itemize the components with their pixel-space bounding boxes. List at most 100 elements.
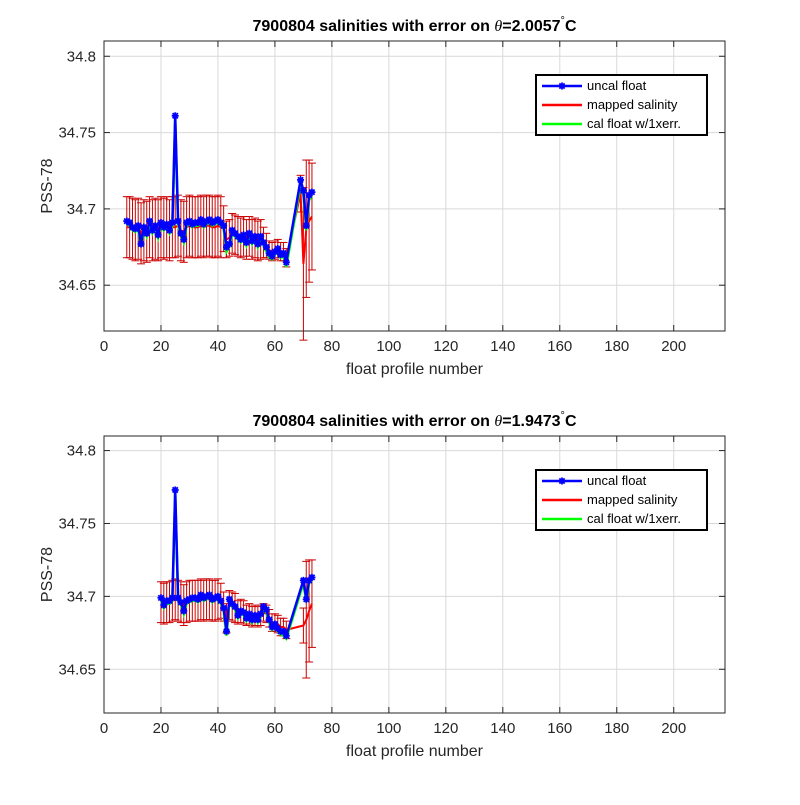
marker-stroke xyxy=(226,240,233,248)
data-point-uncal-float xyxy=(225,240,233,248)
marker-stroke xyxy=(302,222,310,229)
marker-stroke xyxy=(214,216,222,223)
marker-stroke xyxy=(194,596,202,603)
title-value: =1.9473 xyxy=(502,413,560,430)
title-degree: ° xyxy=(561,410,565,422)
data-point-uncal-float xyxy=(240,231,248,239)
marker-stroke xyxy=(206,216,213,223)
legend-label: mapped salinity xyxy=(587,97,678,112)
data-point-uncal-float xyxy=(134,222,142,230)
data-point-uncal-float xyxy=(143,229,151,237)
data-point-uncal-float xyxy=(242,238,250,246)
data-point-uncal-float xyxy=(274,245,282,253)
data-point-uncal-float xyxy=(302,222,310,230)
data-point-uncal-float xyxy=(157,594,165,602)
marker-stroke xyxy=(180,236,188,243)
marker-stroke xyxy=(283,259,290,266)
chart-title: 7900804 salinities with error on θ=1.947… xyxy=(253,410,577,430)
legend-label: mapped salinity xyxy=(587,492,678,507)
legend-marker xyxy=(558,82,566,90)
marker-stroke xyxy=(180,607,188,615)
data-point-uncal-float xyxy=(180,607,188,615)
marker-stroke xyxy=(137,240,145,248)
marker-stroke xyxy=(254,240,262,248)
marker-stroke xyxy=(271,620,279,628)
marker-stroke xyxy=(274,625,282,632)
x-tick-label: 20 xyxy=(153,338,170,355)
legend-marker xyxy=(558,477,566,485)
data-point-uncal-float xyxy=(217,597,225,605)
marker-stroke xyxy=(143,230,150,237)
data-point-uncal-float xyxy=(137,240,145,248)
marker-stroke xyxy=(166,227,173,234)
marker-stroke xyxy=(217,597,225,605)
data-point-uncal-float xyxy=(177,598,185,606)
marker-stroke xyxy=(251,612,259,619)
marker-stroke xyxy=(280,628,287,635)
x-tick-label: 140 xyxy=(490,720,515,737)
data-point-uncal-float xyxy=(220,604,228,612)
marker-stroke xyxy=(134,222,142,229)
y-tick-label: 34.8 xyxy=(67,48,96,65)
marker-stroke xyxy=(302,596,310,603)
marker-stroke xyxy=(228,227,236,234)
x-tick-label: 120 xyxy=(433,720,458,737)
x-tick-label: 160 xyxy=(547,720,572,737)
marker-stroke xyxy=(149,227,156,234)
x-tick-label: 60 xyxy=(267,338,284,355)
y-tick-label: 34.65 xyxy=(58,661,96,678)
x-axis-label: float profile number xyxy=(346,743,484,760)
x-tick-label: 180 xyxy=(604,720,629,737)
x-tick-label: 60 xyxy=(267,720,284,737)
data-point-uncal-float xyxy=(282,258,290,266)
marker-stroke xyxy=(260,239,267,246)
marker-stroke xyxy=(300,577,307,584)
y-tick-label: 34.8 xyxy=(67,443,96,460)
chart-panel-top: 0 20 40 60 80 100 120 140 160 180 200 34.65 34.7 34.7… xyxy=(39,15,726,378)
marker-stroke xyxy=(308,574,316,581)
x-tick-label: 40 xyxy=(210,720,227,737)
marker-stroke xyxy=(171,486,179,494)
marker-stroke xyxy=(265,616,273,623)
y-tick-label: 34.75 xyxy=(58,125,96,142)
marker-stroke xyxy=(174,217,182,225)
chart-title: 7900804 salinities with error on θ=2.005… xyxy=(253,15,577,35)
data-point-uncal-float xyxy=(245,610,253,618)
marker-stroke xyxy=(283,632,290,639)
marker-stroke xyxy=(248,237,256,245)
marker-stroke xyxy=(177,230,185,237)
legend: uncal float mapped salinity cal float w/1x… xyxy=(535,74,708,136)
title-theta: θ xyxy=(494,18,502,35)
title-value: =2.0057 xyxy=(502,18,560,35)
marker-stroke xyxy=(123,217,131,225)
x-tick-label: 20 xyxy=(153,720,170,737)
data-point-uncal-float xyxy=(257,232,265,240)
marker-stroke xyxy=(237,236,244,243)
x-axis-label: float profile number xyxy=(346,361,484,378)
marker-stroke xyxy=(234,233,242,240)
marker-stroke xyxy=(246,610,253,618)
x-tick-label: 100 xyxy=(376,338,401,355)
marker-stroke xyxy=(154,231,162,239)
data-point-uncal-float xyxy=(279,249,287,257)
title-unit: C xyxy=(565,18,577,35)
marker-stroke xyxy=(246,230,253,237)
legend: uncal float mapped salinity cal float w/1x… xyxy=(535,469,708,531)
legend-label: cal float w/1xerr. xyxy=(587,116,681,131)
data-point-uncal-float xyxy=(254,616,262,624)
data-point-uncal-float xyxy=(225,595,233,603)
axes-box xyxy=(103,40,726,332)
marker-stroke xyxy=(308,188,316,196)
x-tick-label: 140 xyxy=(490,338,515,355)
marker-stroke xyxy=(228,600,236,607)
data-point-uncal-float xyxy=(254,240,262,248)
data-point-uncal-float xyxy=(174,217,182,225)
x-tick-label: 0 xyxy=(100,720,108,737)
y-tick-label: 34.75 xyxy=(58,515,96,532)
marker-stroke xyxy=(152,222,159,229)
marker-stroke xyxy=(177,598,185,606)
marker-stroke xyxy=(263,606,270,613)
data-point-uncal-float xyxy=(308,188,316,196)
x-tick-label: 80 xyxy=(324,338,341,355)
